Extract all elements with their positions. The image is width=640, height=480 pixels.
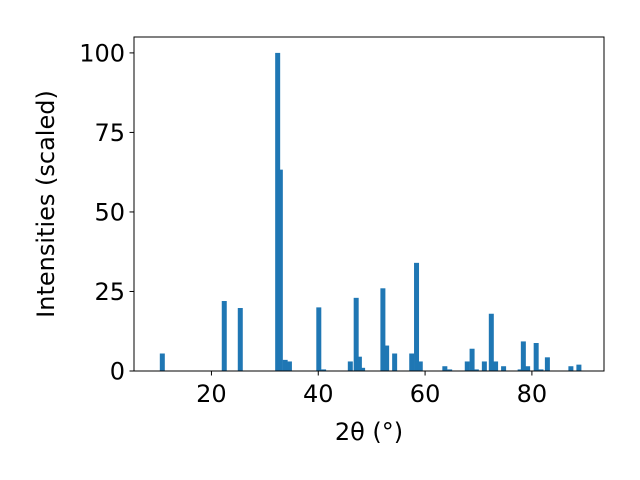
x-tick-label: 20 xyxy=(196,380,227,408)
bar xyxy=(533,343,539,371)
y-tick-label: 50 xyxy=(94,198,125,226)
y-axis-ticks: 0 25 50 75 100 xyxy=(79,39,134,386)
bar xyxy=(417,361,423,371)
bar xyxy=(488,313,494,371)
bar xyxy=(473,369,479,371)
bar xyxy=(277,169,283,371)
x-tick-label: 80 xyxy=(517,380,548,408)
bar xyxy=(464,361,470,371)
bar xyxy=(221,301,227,371)
bar xyxy=(493,361,499,371)
bar xyxy=(356,356,362,371)
bar xyxy=(384,345,390,371)
bars-group xyxy=(159,52,582,372)
bar xyxy=(481,361,487,371)
bar xyxy=(353,297,359,371)
bar xyxy=(525,366,531,371)
bar xyxy=(347,361,353,371)
bar xyxy=(360,367,366,371)
x-axis-ticks: 20 40 60 80 xyxy=(196,371,547,408)
bar xyxy=(414,262,420,371)
bar xyxy=(538,369,544,371)
bar xyxy=(409,353,415,371)
bar xyxy=(392,353,398,371)
bar xyxy=(282,359,288,371)
y-axis-label: Intensities (scaled) xyxy=(32,90,60,318)
bar xyxy=(237,308,243,371)
bar xyxy=(316,307,322,371)
plot-frame xyxy=(133,36,605,372)
bar xyxy=(286,361,292,371)
bar xyxy=(568,366,574,371)
bar xyxy=(275,52,281,372)
x-axis-label: 2θ (°) xyxy=(335,418,403,446)
bar xyxy=(447,369,453,371)
y-tick-label: 75 xyxy=(94,119,125,147)
y-tick-label: 25 xyxy=(94,278,125,306)
bar xyxy=(159,353,165,371)
bar xyxy=(442,366,448,371)
bar xyxy=(469,348,475,371)
x-tick-label: 60 xyxy=(410,380,441,408)
y-tick-label: 100 xyxy=(79,39,125,67)
bar xyxy=(517,369,523,371)
bar xyxy=(501,366,507,371)
bar xyxy=(520,341,526,371)
bar xyxy=(321,369,327,371)
bar xyxy=(380,288,386,371)
y-tick-label: 0 xyxy=(110,358,125,386)
bar xyxy=(576,364,582,371)
bar xyxy=(544,357,550,371)
x-tick-label: 40 xyxy=(303,380,334,408)
